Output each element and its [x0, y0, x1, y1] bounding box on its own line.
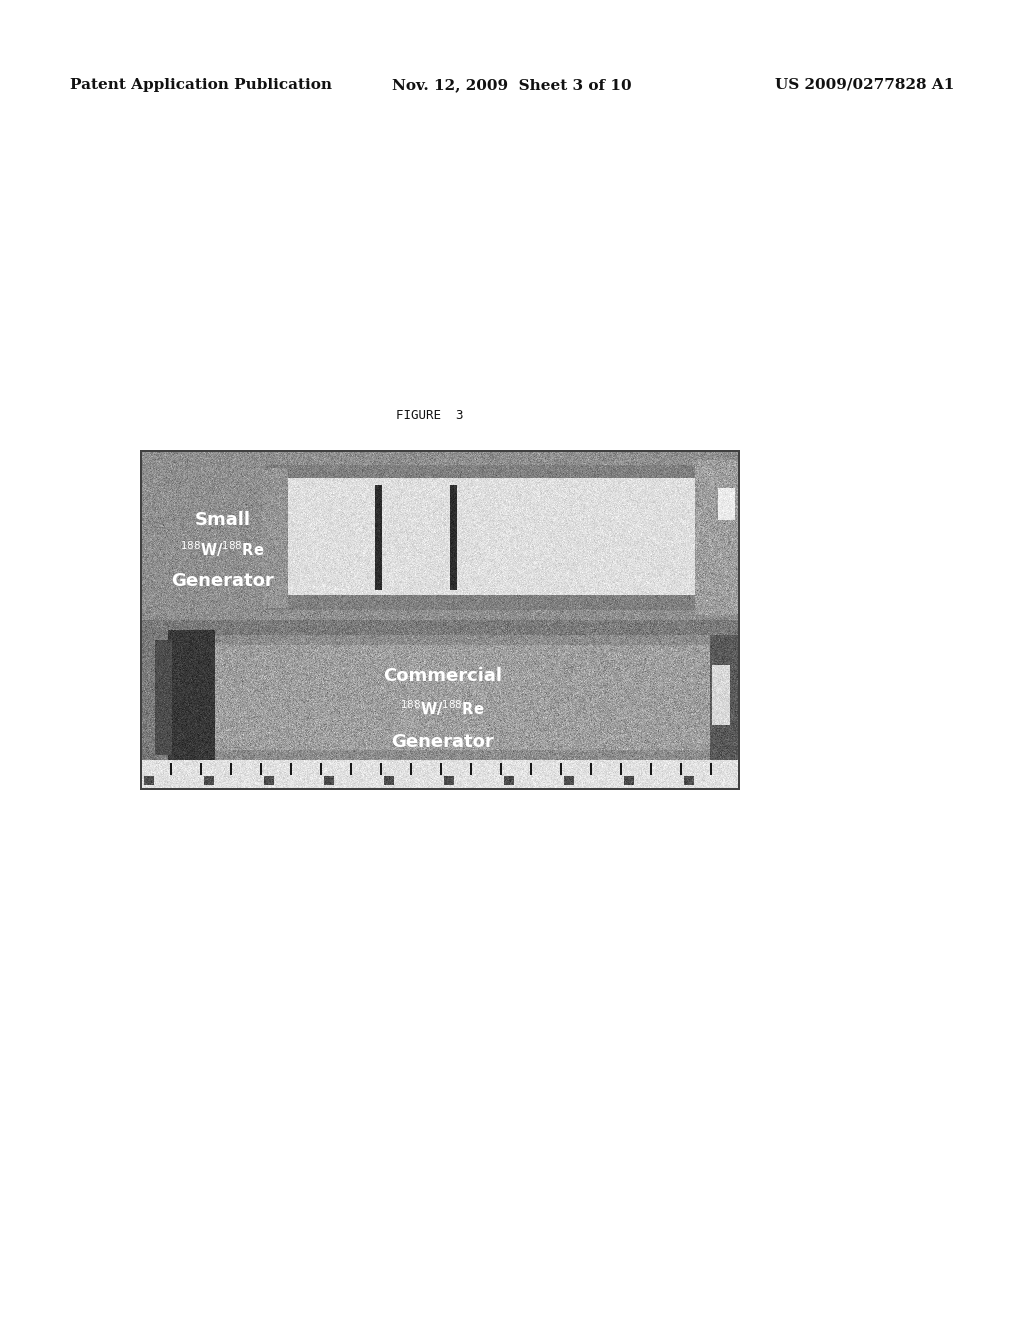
Text: FIGURE  3: FIGURE 3	[396, 408, 464, 421]
Text: Generator: Generator	[391, 734, 494, 751]
Text: Generator: Generator	[171, 572, 273, 590]
Text: Nov. 12, 2009  Sheet 3 of 10: Nov. 12, 2009 Sheet 3 of 10	[392, 78, 632, 92]
Text: Commercial: Commercial	[383, 667, 502, 685]
Text: $^{188}$W/$^{188}$Re: $^{188}$W/$^{188}$Re	[180, 540, 264, 560]
Text: Small: Small	[195, 511, 251, 529]
Text: $^{188}$W/$^{188}$Re: $^{188}$W/$^{188}$Re	[400, 698, 484, 718]
Text: Patent Application Publication: Patent Application Publication	[70, 78, 332, 92]
Text: US 2009/0277828 A1: US 2009/0277828 A1	[774, 78, 954, 92]
